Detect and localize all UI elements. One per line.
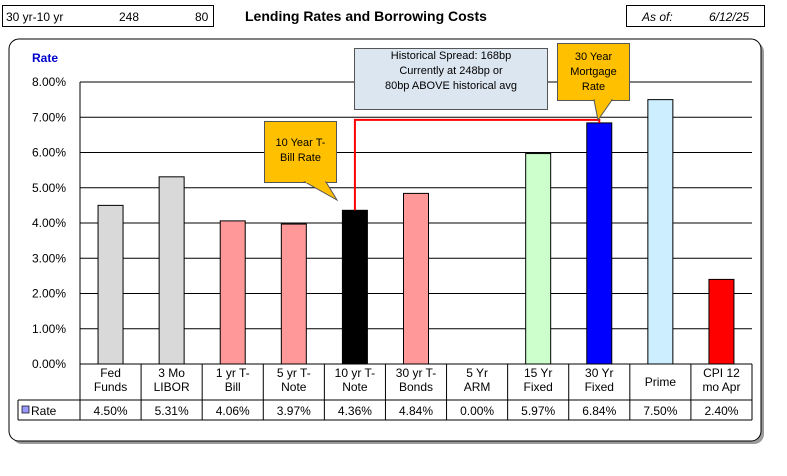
category-label: 10 yr T- <box>335 366 375 380</box>
category-label: CPI 12 <box>703 366 740 380</box>
y-tick-label: 0.00% <box>32 357 66 371</box>
spread-callout: Historical Spread: 168bp Currently at 24… <box>354 48 548 110</box>
bars <box>97 99 735 365</box>
spread-callout-line: Currently at 248bp or <box>399 65 503 77</box>
ten-year-callout: 10 Year T- Bill Rate <box>264 121 337 183</box>
bar <box>97 204 124 365</box>
bar <box>708 278 735 365</box>
category-label: ARM <box>464 380 491 394</box>
category-label: Note <box>342 380 368 394</box>
bar <box>525 153 552 365</box>
y-tick-label: 5.00% <box>32 181 66 195</box>
y-tick-label: 3.00% <box>32 251 66 265</box>
category-label: 3 Mo <box>158 366 185 380</box>
category-label: Fixed <box>524 380 553 394</box>
category-label: 5 yr T- <box>277 366 311 380</box>
spread-connector <box>353 118 601 211</box>
legend-label: Rate <box>31 404 57 418</box>
category-label: 15 Yr <box>524 366 552 380</box>
category-label: Fed <box>100 366 121 380</box>
data-label: 4.36% <box>338 404 372 418</box>
y-tick-label: 4.00% <box>32 216 66 230</box>
spread-summary-box: 30 yr-10 yr 248 80 <box>2 5 214 27</box>
spread-callout-line: 80bp ABOVE historical avg <box>384 80 518 92</box>
chart-frame <box>8 38 762 442</box>
y-axis-label: Rate <box>32 51 58 65</box>
category-label: Note <box>281 380 307 394</box>
category-label: 1 yr T- <box>216 366 250 380</box>
data-label: 0.00% <box>460 404 494 418</box>
data-label: 2.40% <box>704 404 738 418</box>
ten-year-callout-line: 10 Year T- <box>275 137 326 149</box>
category-label: LIBOR <box>154 380 190 394</box>
thirty-year-callout: 30 Year Mortgage Rate <box>557 43 630 101</box>
bar <box>647 99 674 365</box>
y-tick-label: 1.00% <box>32 322 66 336</box>
bar <box>403 192 429 365</box>
data-label: 4.06% <box>216 404 250 418</box>
bar <box>586 122 613 365</box>
category-label: 30 Yr <box>585 366 613 380</box>
data-label: 6.84% <box>582 404 616 418</box>
page-title: Lending Rates and Borrowing Costs <box>245 8 487 24</box>
thirty-year-callout-line: Rate <box>581 81 606 93</box>
bar <box>158 176 185 365</box>
category-label: 5 Yr <box>466 366 488 380</box>
thirty-year-callout-line: 30 Year <box>574 51 613 63</box>
category-label: Bill <box>225 380 241 394</box>
spread-callout-line: Historical Spread: 168bp <box>390 50 512 62</box>
y-tick-label: 7.00% <box>32 110 66 124</box>
y-tick-labels: 0.00% 1.00% 2.00% 3.00% 4.00% 5.00% 6.00% 7.00%… <box>32 75 66 371</box>
bar <box>219 220 246 365</box>
category-label: Fixed <box>585 380 614 394</box>
category-label: Prime <box>645 375 677 389</box>
data-label: 7.50% <box>643 404 677 418</box>
data-label: 5.97% <box>521 404 555 418</box>
spread-label: 30 yr-10 yr <box>6 10 64 24</box>
y-tick-label: 8.00% <box>32 75 66 89</box>
as-of-date: 6/12/25 <box>709 10 750 24</box>
as-of-box: As of: 6/12/25 <box>626 5 765 27</box>
category-label: mo Apr <box>702 380 740 394</box>
category-label: Bonds <box>399 380 433 394</box>
spread-line <box>353 118 601 211</box>
data-label: 5.31% <box>155 404 189 418</box>
bar <box>280 223 307 365</box>
category-label: Funds <box>94 380 127 394</box>
data-label: 4.50% <box>94 404 128 418</box>
category-label: 30 yr T- <box>396 366 436 380</box>
legend-swatch <box>21 405 30 414</box>
y-tick-label: 2.00% <box>32 287 66 301</box>
y-tick-label: 6.00% <box>32 146 66 160</box>
data-label: 4.84% <box>399 404 433 418</box>
as-of-label: As of: <box>642 10 673 24</box>
thirty-year-callout-line: Mortgage <box>570 66 617 78</box>
ten-year-callout-line: Bill Rate <box>280 152 321 164</box>
data-label: 3.97% <box>277 404 311 418</box>
spread-diff-value: 80 <box>195 10 209 24</box>
spread-current-value: 248 <box>119 10 140 24</box>
bar <box>341 209 368 365</box>
